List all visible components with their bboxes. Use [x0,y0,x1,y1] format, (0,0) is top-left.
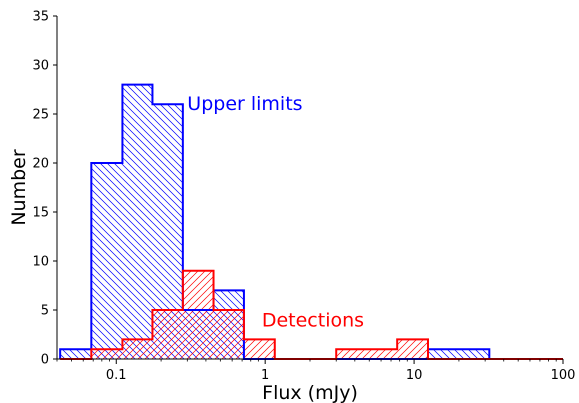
bar-detections-2 [122,339,153,359]
bar-detections-11 [397,339,428,359]
annotations: Upper limits Detections [187,93,364,332]
tick-labels: 0 5 10 15 20 25 30 35 0.1 1 10 100 [32,10,575,384]
bar-upper-limits-1 [91,163,123,359]
x-tick-label-0.1: 0.1 [106,368,127,383]
y-tick-label-15: 15 [32,206,49,221]
annotation-detections: Detections [262,310,364,332]
y-tick-label-20: 20 [32,157,49,172]
bar-upper-limits-12 [427,349,459,359]
bar-detections-3 [152,310,183,359]
bar-detections-10 [366,349,398,359]
y-tick-label-0: 0 [41,353,49,368]
outline-detections [60,269,563,360]
histogram-fills [60,84,490,359]
y-tick-label-30: 30 [32,59,49,74]
bar-detections-9 [336,349,367,359]
y-axis-label: Number [8,149,30,226]
y-tick-label-25: 25 [32,108,49,123]
bar-upper-limits-13 [458,349,490,359]
x-tick-label-1: 1 [261,368,269,383]
x-tick-label-10: 10 [406,368,423,383]
x-axis-label: Flux (mJy) [262,382,358,403]
bar-detections-6 [243,339,275,359]
x-tick-label-100: 100 [551,368,576,383]
bar-upper-limits-2 [122,84,153,359]
histogram-outlines [59,83,563,360]
bar-detections-5 [213,310,244,359]
bar-upper-limits-0 [60,349,92,359]
y-tick-label-35: 35 [32,10,49,25]
bar-detections-1 [91,349,123,359]
y-tick-label-10: 10 [32,255,49,270]
bar-detections-4 [182,270,214,359]
annotation-upper-limits: Upper limits [187,93,302,115]
y-tick-label-5: 5 [41,304,49,319]
tick-marks [53,15,564,364]
